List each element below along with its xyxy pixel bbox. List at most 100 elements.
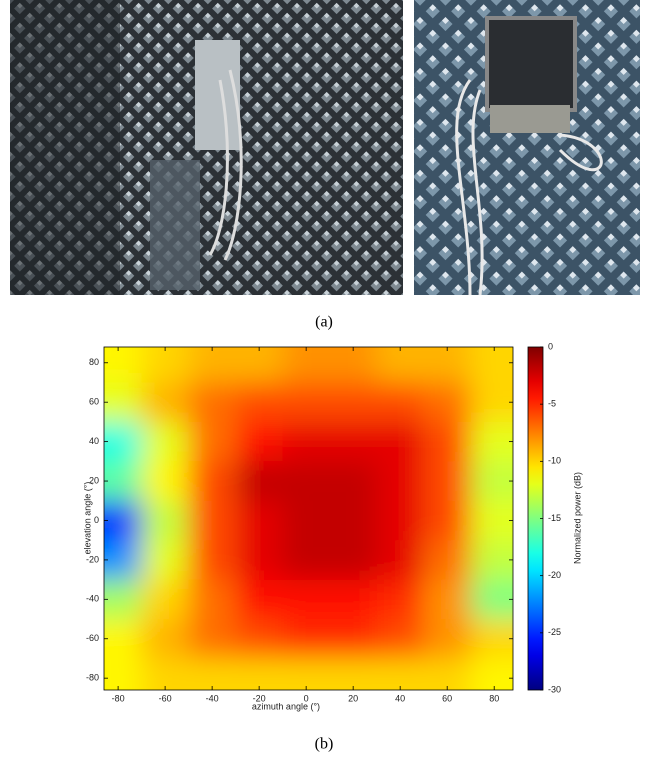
heatmap-cell [329, 658, 378, 690]
photo-right [414, 0, 640, 296]
heatmap-cell [141, 579, 190, 621]
heatmap-cell [104, 347, 143, 384]
x-tick-label: -80 [112, 693, 125, 703]
y-tick-label: -40 [86, 594, 99, 604]
heatmap-cell [470, 461, 513, 502]
heatmap-cell [470, 382, 513, 423]
y-axis-label: elevation angle (°) [82, 482, 92, 555]
heatmap-cell [376, 500, 425, 542]
heatmap-cell [423, 500, 472, 542]
x-tick-label: 80 [489, 693, 499, 703]
heatmap-cell [376, 658, 425, 690]
x-axis-label: azimuth angle (°) [252, 701, 320, 711]
x-tick-label: 40 [395, 693, 405, 703]
heatmap-cell [470, 579, 513, 621]
y-tick-label: 60 [89, 397, 99, 407]
heatmap-cell [141, 421, 190, 463]
heatmap-cell [282, 579, 331, 621]
heatmap-cell [423, 461, 472, 502]
heatmap-cell [329, 540, 378, 581]
heatmap-cell [470, 421, 513, 463]
heatmap-cell [282, 540, 331, 581]
heatmap-cell [188, 382, 237, 423]
colorbar-tick-label: -30 [548, 684, 561, 694]
colorbar-tick-label: -25 [548, 627, 561, 637]
x-tick-label: -20 [253, 693, 266, 703]
heatmap-cell [329, 347, 378, 384]
heatmap-cell [423, 540, 472, 581]
photo-left [10, 0, 403, 295]
x-tick-label: 60 [442, 693, 452, 703]
heatmap-cell [188, 347, 237, 384]
heatmap-cell [423, 658, 472, 690]
heatmap-cell [376, 579, 425, 621]
heatmap-cell [104, 382, 143, 423]
heatmap-cell [329, 421, 378, 463]
x-tick-label: -60 [159, 693, 172, 703]
heatmap-cell [188, 421, 237, 463]
heatmap-cell [282, 461, 331, 502]
heatmap-cell [104, 619, 143, 660]
heatmap-cell [376, 461, 425, 502]
heatmap-cell [141, 500, 190, 542]
heatmap-cell [376, 382, 425, 423]
heatmap-cell [104, 461, 143, 502]
heatmap-cell [188, 658, 237, 690]
heatmap-cell [104, 540, 143, 581]
heatmap-cell [141, 461, 190, 502]
heatmap-cell [470, 540, 513, 581]
heatmap-cell [282, 421, 331, 463]
heatmap-cell [141, 347, 190, 384]
colorbar-tick-label: -5 [548, 399, 556, 409]
heatmap-cell [470, 347, 513, 384]
heatmap-cell [235, 500, 284, 542]
y-tick-label: 80 [89, 357, 99, 367]
heatmap-cell [376, 421, 425, 463]
heatmap-cell [470, 500, 513, 542]
heatmap-cell [188, 500, 237, 542]
y-tick-label: 20 [89, 475, 99, 485]
x-tick-label: 0 [304, 693, 309, 703]
caption-b: (b) [315, 736, 334, 753]
heatmap-cell [188, 619, 237, 660]
colorbar-tick-label: -20 [548, 570, 561, 580]
heatmap-cell [329, 461, 378, 502]
y-tick-label: -20 [86, 554, 99, 564]
heatmap-cell [235, 382, 284, 423]
heatmap-cell [141, 619, 190, 660]
heatmap-cell [423, 619, 472, 660]
heatmap-cell [104, 658, 143, 690]
heatmap-cell [329, 500, 378, 542]
plot-frame [103, 346, 514, 691]
heatmap-cell [104, 500, 143, 542]
heatmap-cell [104, 579, 143, 621]
heatmap-cell [235, 461, 284, 502]
heatmap-cell [235, 540, 284, 581]
heatmap-cell [423, 382, 472, 423]
heatmap-cell [423, 421, 472, 463]
y-tick-label: -80 [86, 673, 99, 683]
y-tick-label: -60 [86, 633, 99, 643]
heatmap-cell [188, 579, 237, 621]
heatmap-cell [423, 579, 472, 621]
heatmap-cell [470, 658, 513, 690]
heatmap-cell [188, 461, 237, 502]
colorbar-tick-label: 0 [548, 341, 553, 351]
heatmap-cell [282, 382, 331, 423]
heatmap-cell [141, 382, 190, 423]
heatmap-cell [235, 347, 284, 384]
heatmap-cell [141, 658, 190, 690]
heatmap-cell [282, 500, 331, 542]
heatmap-cell [235, 619, 284, 660]
heatmap-cell [376, 347, 425, 384]
y-tick-label: 0 [94, 515, 99, 525]
heatmap-cell [282, 658, 331, 690]
y-tick-label: 40 [89, 436, 99, 446]
colorbar-label: Normalized power (dB) [572, 472, 582, 564]
heatmap-cell [329, 619, 378, 660]
colorbar-tick-label: -15 [548, 513, 561, 523]
heatmap-cell [282, 347, 331, 384]
heatmap-cell [235, 658, 284, 690]
heatmap-cell [329, 579, 378, 621]
